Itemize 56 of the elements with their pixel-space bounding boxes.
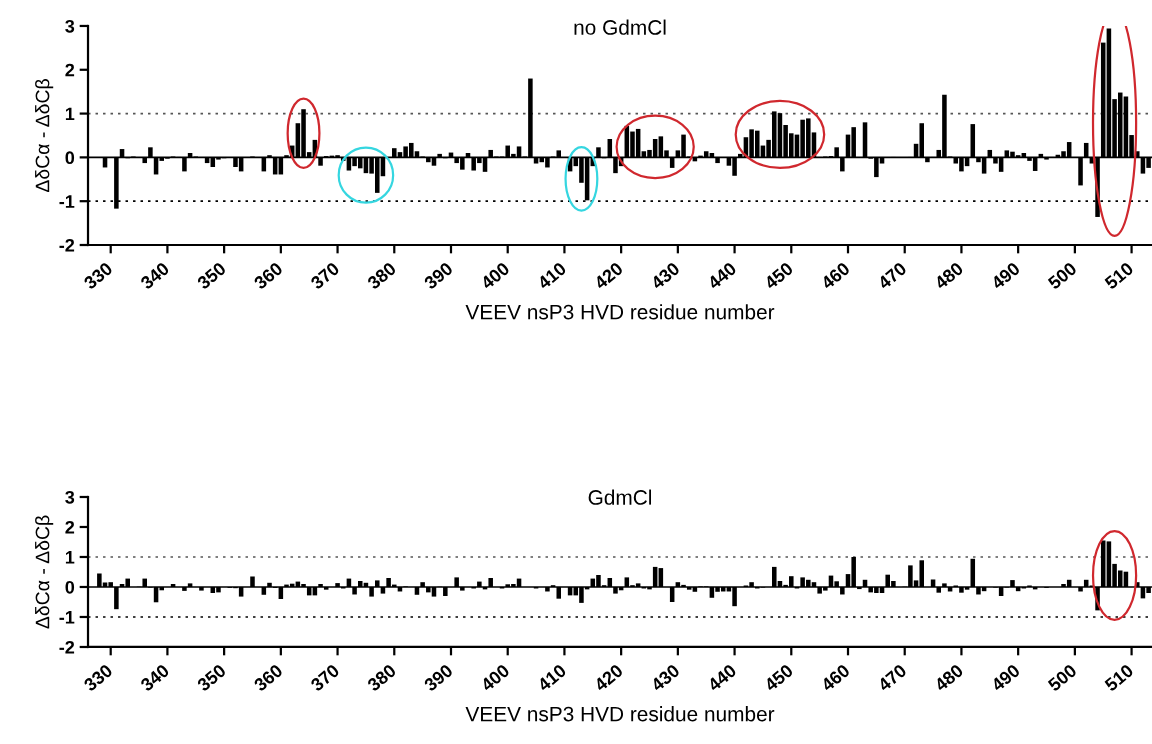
chart-title: GdmCl bbox=[588, 489, 652, 505]
y-tick-label: -1 bbox=[59, 611, 75, 624]
x-tick-label: 470 bbox=[876, 261, 908, 291]
x-tick-label: 380 bbox=[366, 663, 397, 693]
y-tick-label: -2 bbox=[59, 238, 75, 252]
y-axis-title: ΔδCα - ΔδCβ bbox=[35, 515, 54, 629]
x-tick-label: 440 bbox=[706, 663, 738, 693]
x-tick-label: 340 bbox=[139, 261, 170, 291]
x-tick-label: 410 bbox=[536, 663, 567, 693]
x-tick-label: 470 bbox=[876, 663, 908, 693]
x-tick-label: 410 bbox=[536, 261, 567, 291]
y-tick-label: 1 bbox=[65, 107, 75, 121]
x-tick-label: 390 bbox=[423, 663, 454, 693]
x-tick-label: 430 bbox=[649, 261, 681, 291]
x-axis-title: VEEV nsP3 HVD residue number bbox=[465, 304, 775, 320]
x-tick-label: 460 bbox=[820, 663, 851, 693]
x-tick-label: 380 bbox=[366, 261, 397, 291]
x-tick-label: 460 bbox=[820, 261, 851, 291]
y-tick-label: 1 bbox=[65, 551, 75, 564]
x-tick-label: 500 bbox=[1047, 663, 1078, 692]
x-tick-label: 510 bbox=[1103, 663, 1135, 692]
x-axis-title: VEEV nsP3 HVD residue number bbox=[465, 706, 775, 722]
x-tick-label: 450 bbox=[763, 261, 794, 291]
y-tick-label: 3 bbox=[65, 19, 75, 33]
x-tick-label: 500 bbox=[1047, 261, 1078, 290]
x-tick-label: 480 bbox=[933, 261, 964, 291]
x-tick-label: 480 bbox=[933, 663, 964, 693]
y-tick-label: -2 bbox=[59, 640, 75, 654]
x-tick-label: 440 bbox=[706, 261, 738, 291]
y-tick-label: 0 bbox=[65, 580, 75, 594]
x-tick-label: 430 bbox=[649, 663, 681, 693]
y-tick-label: 3 bbox=[65, 490, 75, 504]
y-axis-title: ΔδCα - ΔδCβ bbox=[35, 79, 54, 193]
x-tick-label: 360 bbox=[252, 663, 284, 693]
x-tick-label: 330 bbox=[82, 663, 114, 693]
x-tick-label: 510 bbox=[1103, 261, 1135, 290]
x-tick-label: 330 bbox=[82, 261, 114, 291]
y-tick-label: 0 bbox=[65, 151, 75, 165]
y-tick-label: 2 bbox=[65, 63, 75, 77]
x-tick-label: 360 bbox=[252, 261, 284, 291]
x-tick-label: 370 bbox=[309, 663, 341, 693]
x-tick-label: 400 bbox=[479, 663, 511, 693]
x-tick-label: 390 bbox=[423, 261, 454, 291]
x-tick-label: 420 bbox=[593, 663, 624, 693]
x-tick-label: 340 bbox=[139, 663, 170, 693]
x-tick-label: 400 bbox=[479, 261, 511, 291]
x-tick-label: 350 bbox=[196, 261, 227, 291]
x-tick-label: 420 bbox=[593, 261, 624, 291]
y-tick-label: -1 bbox=[59, 195, 75, 208]
x-tick-label: 370 bbox=[309, 261, 341, 291]
chart-title: no GdmCl bbox=[574, 19, 666, 35]
x-tick-label: 490 bbox=[990, 663, 1021, 693]
x-tick-label: 350 bbox=[196, 663, 227, 693]
x-tick-label: 450 bbox=[763, 663, 794, 693]
y-tick-label: 2 bbox=[65, 520, 75, 534]
x-tick-label: 490 bbox=[990, 261, 1021, 291]
